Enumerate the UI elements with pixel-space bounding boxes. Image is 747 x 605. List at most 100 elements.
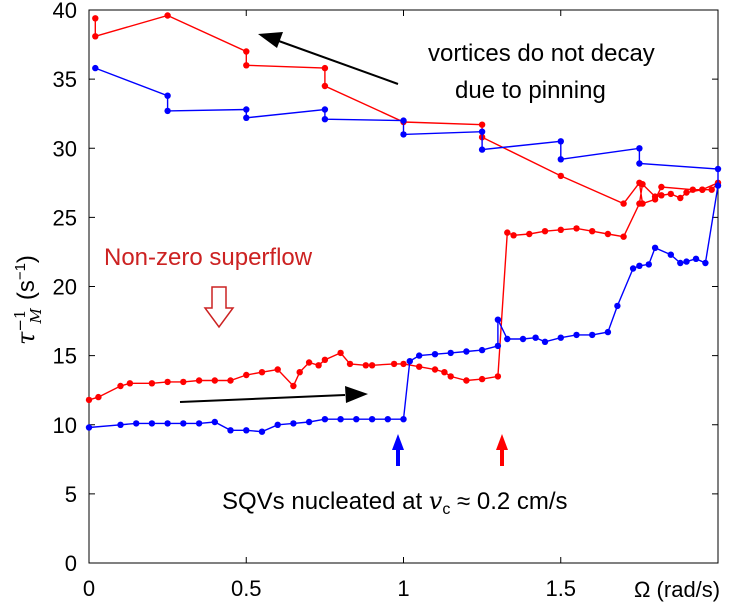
data-point-0 [95,393,102,401]
data-point-1 [692,255,700,262]
data-point-0 [441,369,448,376]
data-point-0 [117,382,124,390]
data-point-0 [620,200,627,207]
data-point-0 [148,380,156,387]
data-point-0 [620,233,627,240]
data-point-1 [258,428,266,435]
data-point-1 [478,128,486,135]
data-point-0 [390,360,398,368]
data-point-0 [658,183,665,191]
data-point-1 [400,131,407,138]
data-point-1 [557,138,564,145]
data-point-1 [714,182,722,189]
data-point-1 [148,420,156,427]
y-axis-label: τ−1M(s−1) [11,255,45,345]
data-point-0 [92,15,99,22]
plot-frame [88,9,719,564]
data-point-0 [573,225,580,232]
annotation-vortices-line1: vortices do not decay [428,40,655,67]
data-point-0 [677,194,684,202]
series-line-0 [88,14,719,401]
data-point-0 [126,380,134,387]
data-point-1 [702,259,709,267]
data-point-1 [532,334,539,341]
y-label-sup: −1 [11,310,29,332]
data-point-0 [296,369,303,376]
annotation-sqv-sub: c [442,501,450,518]
data-point-0 [708,186,715,193]
data-point-0 [243,62,250,69]
data-point-1 [164,107,171,115]
data-point-1 [478,346,486,354]
data-point-0 [164,12,171,19]
annotation-sqv-rest: ≈ 0.2 cm/s [450,488,567,515]
data-point-0 [258,369,266,376]
data-point-0 [321,356,329,363]
y-label-base: τ [12,331,40,345]
data-point-0 [305,359,313,366]
data-point-0 [557,226,564,233]
y-tick-label: 30 [53,136,77,161]
data-point-1 [494,342,502,350]
data-point-1 [85,424,93,431]
data-point-1 [400,117,407,124]
annotation-vortices-line2: due to pinning [455,77,606,104]
y-label-unit-close: ) [13,255,40,263]
data-point-1 [164,420,171,427]
series-group [85,12,722,435]
blue-up-arrow-icon [392,434,404,466]
data-point-1 [353,416,360,423]
data-point-0 [92,33,99,40]
data-point-0 [689,186,696,193]
data-point-0 [510,232,517,239]
data-point-1 [384,416,391,423]
data-point-1 [243,427,250,434]
arrow-decay-direction [258,32,399,85]
data-point-0 [290,382,297,390]
y-tick-label: 40 [53,0,77,23]
data-point-1 [305,418,313,426]
data-point-0 [478,375,486,383]
data-point-0 [639,200,646,207]
data-point-1 [416,352,423,359]
data-point-1 [636,145,643,152]
axes [88,9,719,564]
data-point-0 [667,190,674,198]
arrow-increase-direction [179,386,368,403]
data-point-0 [699,186,706,193]
annotation-sqv-math: v [429,487,443,515]
data-point-0 [463,377,470,384]
data-point-0 [346,360,354,368]
data-point-1 [614,302,621,310]
data-point-1 [243,106,250,113]
data-point-0 [337,349,344,357]
data-point-1 [645,261,652,268]
data-point-0 [557,172,564,180]
data-point-0 [180,378,187,386]
data-point-1 [478,146,486,153]
data-point-0 [431,366,439,373]
data-point-1 [406,358,413,365]
data-point-0 [604,230,612,238]
data-point-0 [636,179,643,186]
y-label-unit: (s [13,280,40,300]
y-tick-label: 5 [65,482,77,507]
data-point-1 [133,420,140,427]
x-axis-label: Ω (rad/s) [634,577,720,602]
data-point-1 [651,244,659,251]
annotation-sqv-text: SQVs nucleated at [222,488,429,515]
data-point-1 [227,427,234,434]
data-point-1 [636,262,643,269]
y-ticks: 0 5 10 15 20 25 30 35 40 [53,0,718,576]
data-point-0 [195,377,203,384]
data-point-0 [494,373,502,380]
hollow-down-arrow-icon [203,286,235,329]
y-label-unit-sup: −1 [12,263,29,280]
data-point-1 [274,421,281,428]
data-point-0 [321,82,329,90]
y-tick-label: 35 [53,67,77,92]
data-point-1 [667,251,674,258]
y-tick-label: 20 [53,275,77,300]
data-point-1 [447,349,454,357]
